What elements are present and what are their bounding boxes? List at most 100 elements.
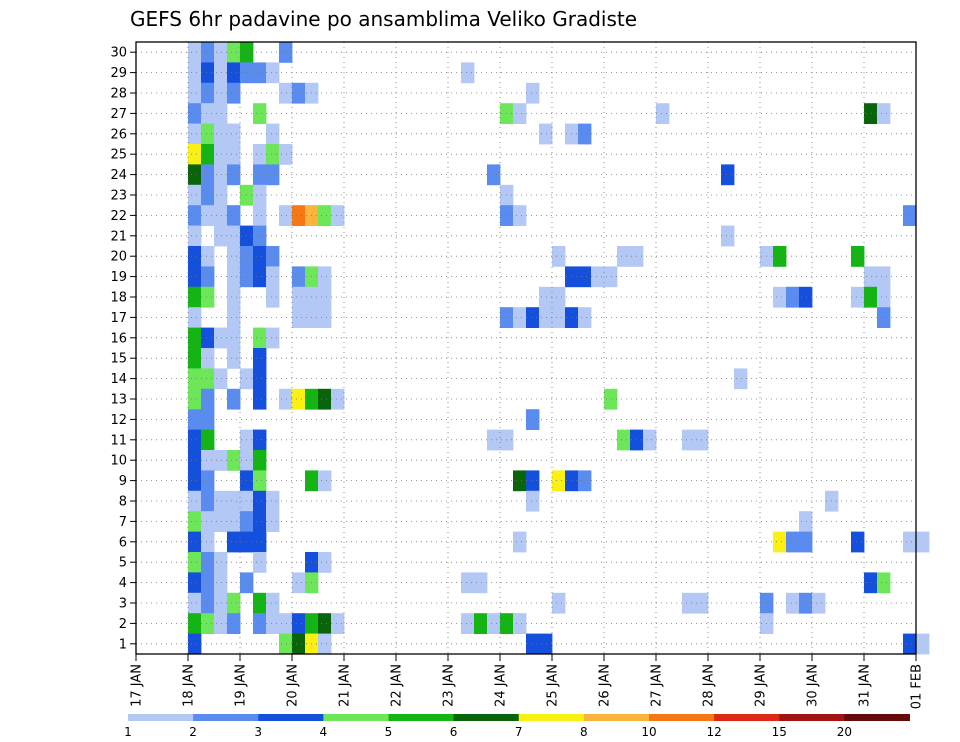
precip-cell bbox=[539, 123, 553, 145]
precip-cell bbox=[877, 572, 891, 594]
precip-cell bbox=[279, 388, 293, 410]
precip-cell bbox=[188, 82, 202, 104]
precip-cell bbox=[227, 388, 241, 410]
precip-cell bbox=[201, 613, 215, 634]
precip-cell bbox=[188, 388, 202, 410]
precip-cell bbox=[812, 592, 826, 614]
grid-lines bbox=[136, 42, 917, 654]
precip-cell bbox=[227, 62, 241, 84]
precip-cell bbox=[903, 205, 917, 226]
y-tick-label: 28 bbox=[110, 87, 127, 102]
y-tick-label: 8 bbox=[119, 495, 127, 510]
y-tick-label: 12 bbox=[110, 413, 127, 428]
precip-cell bbox=[253, 327, 267, 349]
precip-cell bbox=[188, 286, 202, 308]
precip-cell bbox=[266, 144, 280, 165]
y-tick-label: 2 bbox=[119, 617, 127, 632]
legend-swatch bbox=[453, 714, 520, 721]
legend-swatch bbox=[128, 714, 194, 721]
precip-cell bbox=[799, 286, 813, 308]
precip-cell bbox=[214, 225, 241, 247]
precip-cell bbox=[188, 184, 202, 206]
precip-cell bbox=[487, 613, 501, 634]
precip-cell bbox=[188, 62, 202, 84]
precip-cell bbox=[903, 633, 917, 655]
legend-label: 10 bbox=[641, 725, 656, 739]
precip-cell bbox=[188, 123, 202, 145]
precip-cell bbox=[487, 429, 514, 451]
x-tick-label: 19 JAN bbox=[234, 664, 249, 707]
precip-cell bbox=[253, 388, 267, 410]
x-tick-label: 31 JAN bbox=[858, 664, 873, 707]
precip-cell bbox=[188, 348, 202, 369]
precip-cell bbox=[240, 62, 267, 84]
precip-cell bbox=[513, 103, 527, 124]
precip-cell bbox=[253, 184, 267, 206]
y-tick-label: 20 bbox=[110, 250, 127, 265]
precip-cell bbox=[292, 388, 306, 410]
precip-cell bbox=[864, 572, 878, 594]
precip-cell bbox=[253, 470, 267, 492]
precip-cell bbox=[318, 388, 332, 410]
precip-cell bbox=[214, 42, 228, 63]
precip-cell bbox=[786, 592, 800, 614]
precip-cell bbox=[188, 531, 202, 553]
precip-cell bbox=[214, 490, 254, 512]
precip-cell bbox=[513, 531, 527, 553]
precip-cell bbox=[227, 205, 241, 226]
precip-cell bbox=[201, 82, 215, 104]
y-tick-label: 21 bbox=[110, 229, 127, 244]
precip-cell bbox=[201, 164, 215, 186]
precip-cell bbox=[617, 246, 644, 267]
x-axis-ticks: 17 JAN 18 JAN 19 JAN 20 JAN 21 JAN 22 JAN 23 J… bbox=[130, 654, 925, 709]
precip-cell bbox=[253, 592, 267, 614]
legend-label: 20 bbox=[837, 725, 852, 739]
precip-cell bbox=[188, 613, 202, 634]
precip-cell bbox=[201, 327, 215, 349]
precip-cell bbox=[227, 82, 241, 104]
precip-cell bbox=[188, 592, 202, 614]
precip-cell bbox=[552, 592, 566, 614]
precip-cell bbox=[292, 82, 306, 104]
precip-cell bbox=[214, 552, 228, 573]
y-tick-label: 22 bbox=[110, 209, 127, 224]
precip-cell bbox=[279, 82, 293, 104]
legend-swatch bbox=[388, 714, 455, 721]
y-tick-label: 3 bbox=[119, 597, 127, 612]
precip-cell bbox=[201, 286, 215, 308]
y-tick-label: 25 bbox=[110, 148, 127, 163]
legend-swatch bbox=[714, 714, 780, 721]
precip-cell bbox=[201, 246, 215, 267]
precip-cell bbox=[188, 205, 202, 226]
precip-cell bbox=[201, 388, 215, 410]
precip-cell bbox=[721, 164, 735, 186]
y-tick-label: 11 bbox=[110, 433, 127, 448]
precip-cell bbox=[513, 205, 527, 226]
precip-cell bbox=[227, 592, 241, 614]
precip-cell bbox=[227, 613, 241, 634]
precip-cell bbox=[201, 470, 215, 492]
y-tick-label: 16 bbox=[110, 331, 127, 346]
precip-cell bbox=[292, 266, 306, 288]
precip-cell bbox=[201, 184, 215, 206]
precip-cell bbox=[513, 613, 527, 634]
legend-swatch bbox=[844, 714, 910, 721]
precip-cell bbox=[266, 123, 280, 145]
precip-cell bbox=[227, 266, 241, 288]
y-tick-label: 14 bbox=[110, 372, 127, 387]
legend-swatch bbox=[258, 714, 324, 721]
precip-cell bbox=[461, 613, 475, 634]
precip-cell bbox=[786, 531, 813, 553]
x-tick-label: 30 JAN bbox=[806, 664, 821, 707]
precip-cell bbox=[201, 592, 215, 614]
precip-cell bbox=[292, 633, 306, 655]
precip-cell bbox=[253, 429, 267, 451]
precip-cell bbox=[591, 266, 618, 288]
precip-cell bbox=[487, 164, 501, 186]
precip-cell bbox=[227, 307, 241, 328]
precip-cell bbox=[188, 572, 202, 594]
y-tick-label: 6 bbox=[119, 535, 127, 550]
y-tick-label: 29 bbox=[110, 66, 127, 81]
precip-cell bbox=[331, 205, 345, 226]
precip-cell bbox=[201, 429, 215, 451]
